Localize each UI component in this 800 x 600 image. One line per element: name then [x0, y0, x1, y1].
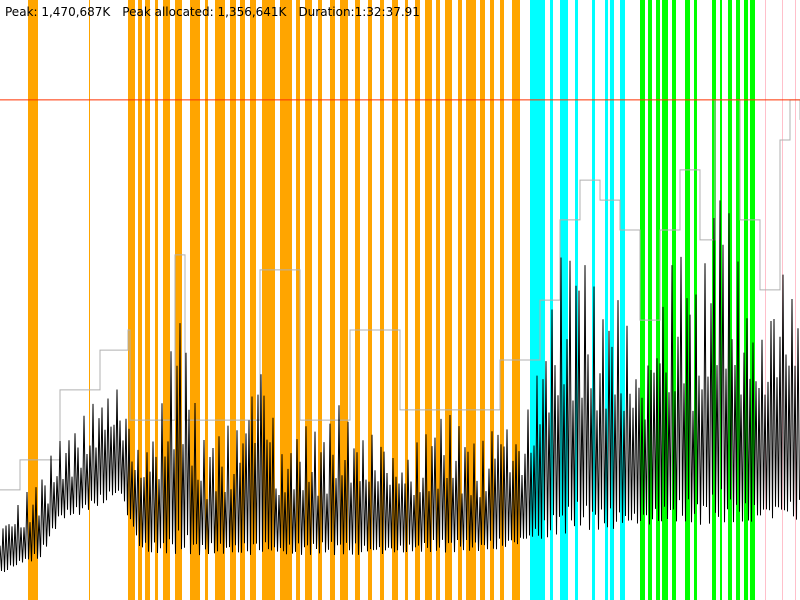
band-orange	[280, 0, 292, 600]
band-orange	[155, 0, 158, 600]
band-orange	[163, 0, 170, 600]
band-pink	[795, 0, 796, 600]
used-heap-line	[0, 200, 800, 573]
band-green	[728, 0, 732, 600]
band-orange	[330, 0, 335, 600]
duration-label: Duration:1:32:37.91	[298, 5, 420, 19]
band-orange	[230, 0, 236, 600]
band-orange	[296, 0, 300, 600]
band-orange	[355, 0, 360, 600]
band-orange	[175, 0, 182, 600]
band-orange	[436, 0, 440, 600]
band-orange	[490, 0, 494, 600]
band-green	[648, 0, 652, 600]
band-orange	[380, 0, 384, 600]
band-orange	[128, 0, 135, 600]
band-green	[640, 0, 645, 600]
band-cyan	[605, 0, 608, 600]
band-orange	[262, 0, 275, 600]
band-orange	[392, 0, 398, 600]
band-orange	[240, 0, 245, 600]
band-orange	[512, 0, 520, 600]
band-orange	[250, 0, 256, 600]
band-orange	[466, 0, 476, 600]
band-green	[662, 0, 668, 600]
band-cyan	[610, 0, 614, 600]
band-green	[744, 0, 748, 600]
peak-label: Peak: 1,470,687K	[5, 5, 111, 19]
band-orange	[458, 0, 462, 600]
band-orange	[415, 0, 420, 600]
band-orange	[500, 0, 504, 600]
band-orange	[89, 0, 90, 600]
band-green	[672, 0, 676, 600]
band-orange	[215, 0, 225, 600]
band-orange	[138, 0, 142, 600]
band-orange	[405, 0, 408, 600]
band-orange	[145, 0, 150, 600]
band-orange	[368, 0, 372, 600]
band-orange	[445, 0, 452, 600]
band-orange	[425, 0, 432, 600]
band-orange	[318, 0, 322, 600]
chart-header: Peak: 1,470,687K Peak allocated: 1,356,64…	[5, 5, 432, 19]
band-orange	[205, 0, 208, 600]
band-green	[750, 0, 755, 600]
peak-allocated-label: Peak allocated: 1,356,641K	[122, 5, 287, 19]
band-cyan	[620, 0, 625, 600]
band-pink	[765, 0, 766, 600]
band-orange	[28, 0, 38, 600]
band-orange	[305, 0, 312, 600]
band-cyan	[560, 0, 568, 600]
band-green	[656, 0, 660, 600]
band-orange	[190, 0, 200, 600]
band-orange	[480, 0, 485, 600]
band-orange	[340, 0, 348, 600]
